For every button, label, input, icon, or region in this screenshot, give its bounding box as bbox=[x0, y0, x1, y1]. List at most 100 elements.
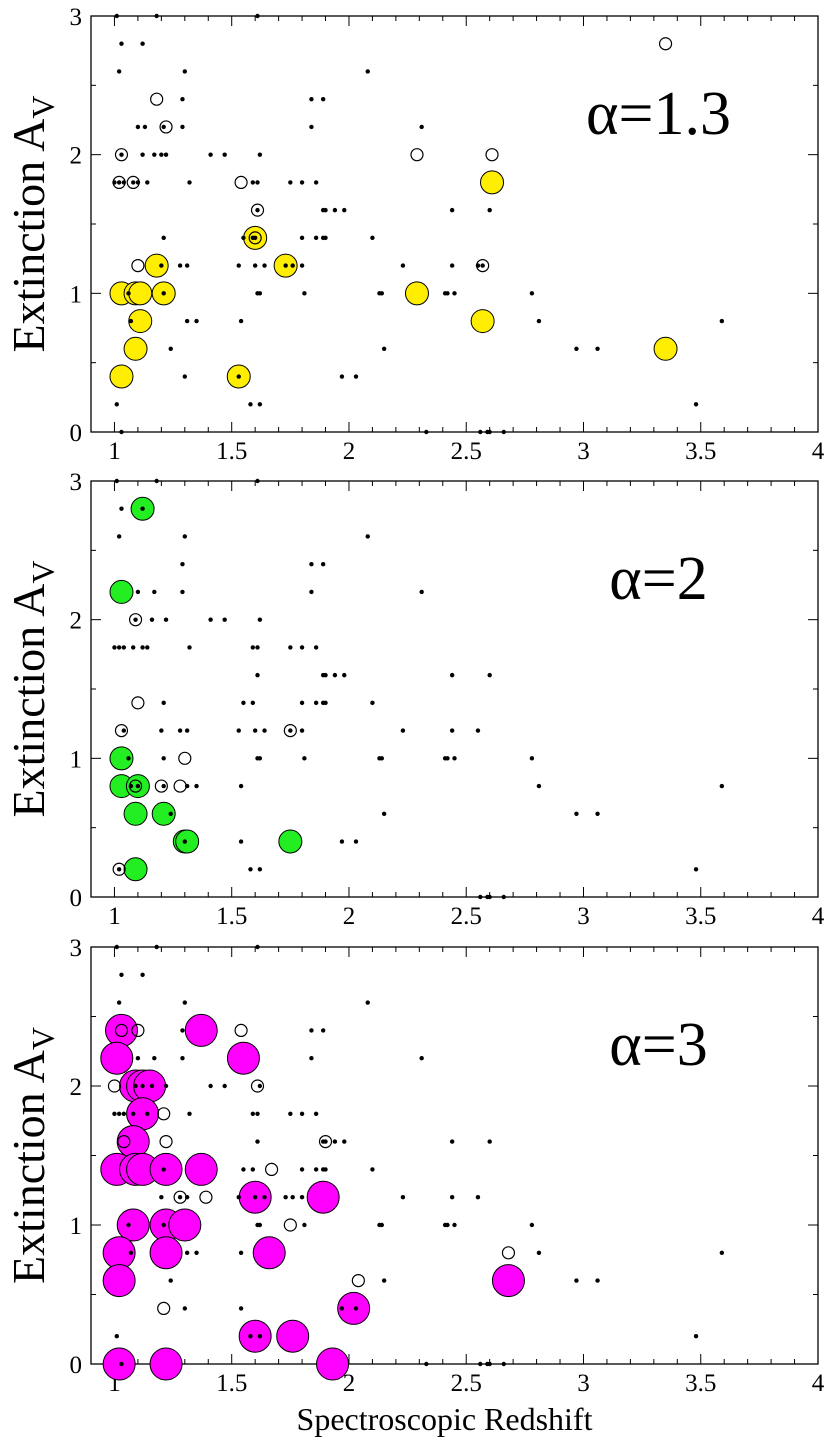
x-tick-label: 2.5 bbox=[451, 438, 482, 465]
x-tick-label: 2.5 bbox=[451, 903, 482, 930]
dot-point bbox=[161, 756, 166, 761]
dot-point bbox=[257, 1334, 263, 1339]
dot-point bbox=[475, 728, 481, 733]
y-tick-label: 2 bbox=[70, 1074, 83, 1101]
y-tick-label: 0 bbox=[70, 885, 83, 912]
dot-point bbox=[241, 1167, 246, 1172]
dot-point bbox=[182, 534, 188, 539]
dot-point bbox=[288, 180, 293, 185]
dot-point bbox=[353, 374, 359, 379]
dot-point bbox=[133, 617, 138, 622]
dot-point bbox=[182, 374, 188, 379]
dot-point bbox=[475, 1195, 481, 1200]
series-dots bbox=[112, 478, 725, 900]
dot-point bbox=[180, 562, 185, 567]
open-circle-point bbox=[318, 1134, 333, 1149]
dot-point bbox=[116, 534, 122, 539]
dot-point bbox=[445, 756, 450, 761]
y-ticks bbox=[91, 946, 818, 1365]
dot-point bbox=[257, 1083, 263, 1089]
dot-point bbox=[313, 180, 319, 185]
dot-point bbox=[313, 645, 319, 650]
dot-point bbox=[208, 1083, 213, 1089]
dot-point bbox=[719, 318, 725, 324]
y-axis-label: Extinction AV bbox=[3, 1027, 61, 1284]
dot-point bbox=[332, 207, 338, 213]
dot-point bbox=[595, 1278, 600, 1283]
dot-point bbox=[574, 1278, 579, 1283]
dot-point bbox=[257, 1222, 263, 1228]
highlighted-point bbox=[109, 579, 134, 604]
dot-point bbox=[121, 645, 127, 650]
highlighted-point bbox=[149, 1152, 183, 1186]
open-circle-point bbox=[157, 1107, 171, 1121]
dot-point bbox=[313, 1167, 319, 1172]
alpha-annotation: α=3 bbox=[609, 1011, 707, 1079]
dot-point bbox=[114, 478, 119, 484]
dot-point bbox=[262, 263, 267, 268]
dot-point bbox=[449, 1195, 455, 1200]
highlighted-point bbox=[151, 801, 176, 826]
highlighted-point bbox=[109, 364, 134, 389]
dot-point bbox=[116, 867, 122, 872]
dot-point bbox=[445, 291, 450, 296]
dot-point bbox=[180, 124, 185, 130]
dot-point bbox=[121, 180, 127, 185]
open-circle-point bbox=[410, 148, 424, 162]
highlighted-point bbox=[491, 1264, 525, 1298]
dot-point bbox=[299, 180, 305, 185]
dot-point bbox=[252, 728, 258, 733]
y-tick-label: 2 bbox=[70, 608, 83, 635]
highlighted-point bbox=[278, 829, 303, 854]
dot-point bbox=[238, 1250, 244, 1256]
dot-point bbox=[693, 402, 699, 407]
highlighted-point bbox=[128, 281, 153, 306]
open-circle-point bbox=[154, 779, 168, 793]
open-circle-point bbox=[131, 259, 145, 273]
dot-point bbox=[135, 589, 141, 595]
dot-point bbox=[128, 1250, 134, 1256]
highlighted-point bbox=[337, 1291, 371, 1325]
dot-point bbox=[309, 1056, 314, 1061]
dot-point bbox=[116, 69, 122, 74]
dot-point bbox=[320, 562, 326, 567]
dot-point bbox=[424, 429, 429, 435]
dot-point bbox=[323, 207, 328, 213]
x-ticks bbox=[113, 481, 819, 897]
dot-point bbox=[152, 152, 157, 157]
dot-point bbox=[238, 1306, 244, 1311]
dot-point bbox=[152, 589, 157, 595]
dot-point bbox=[184, 783, 190, 789]
dot-point bbox=[302, 291, 307, 296]
dot-point bbox=[131, 645, 136, 650]
dot-point bbox=[131, 1111, 136, 1117]
dot-point bbox=[161, 1167, 166, 1172]
dot-point bbox=[154, 13, 159, 19]
dot-point bbox=[529, 756, 535, 761]
dot-point bbox=[353, 839, 359, 844]
open-circle-point bbox=[131, 696, 145, 710]
dot-point bbox=[339, 374, 345, 379]
y-axis-label-main: Extinction A bbox=[3, 119, 54, 353]
dot-point bbox=[501, 429, 506, 435]
open-circle-point bbox=[250, 203, 265, 217]
dot-point bbox=[309, 562, 314, 567]
open-circle-point bbox=[250, 1079, 265, 1093]
dot-point bbox=[131, 180, 136, 185]
dot-point bbox=[379, 756, 384, 761]
dot-point bbox=[116, 1000, 122, 1005]
series-dots bbox=[112, 13, 725, 435]
dot-point bbox=[252, 1195, 258, 1200]
dot-point bbox=[184, 1195, 190, 1200]
dot-point bbox=[255, 944, 260, 950]
dot-point bbox=[236, 1195, 241, 1200]
x-tick-label: 3 bbox=[577, 903, 590, 930]
dot-point bbox=[283, 263, 288, 268]
dot-point bbox=[114, 402, 119, 407]
open-circle-point bbox=[173, 779, 187, 793]
y-axis-label-subscript: V bbox=[25, 1027, 61, 1050]
highlighted-point bbox=[123, 801, 148, 826]
dot-point bbox=[320, 97, 326, 102]
